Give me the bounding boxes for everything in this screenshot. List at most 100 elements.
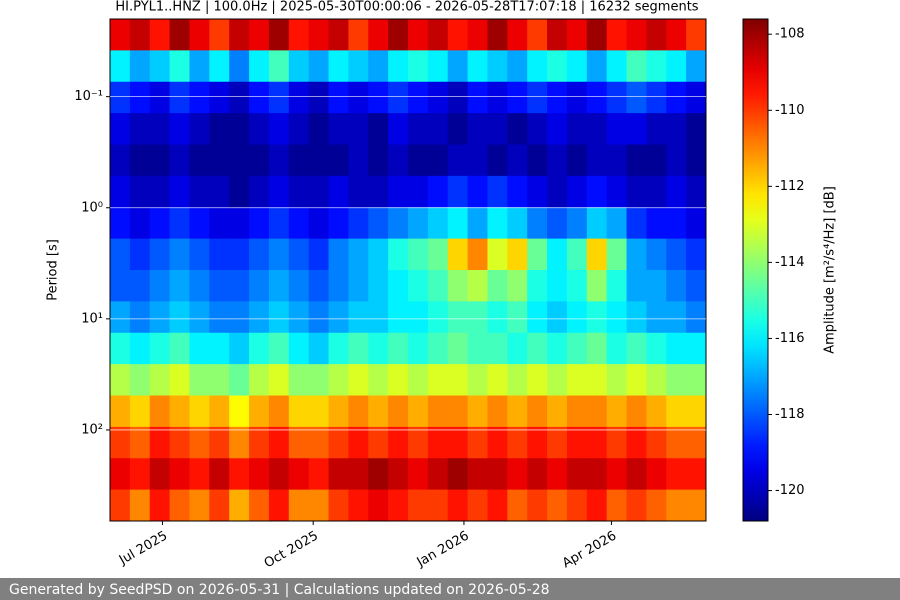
cell [666,489,687,522]
cell [149,332,171,365]
cell [467,113,488,145]
cell [209,175,230,208]
cell [507,301,528,334]
cell [249,113,270,145]
cell [447,332,469,365]
cell [666,426,687,459]
cell [249,458,270,491]
cell [467,81,488,114]
cell [308,50,330,83]
cell [209,489,230,522]
cell [507,238,528,271]
plot-frame [109,18,707,522]
cell [169,19,190,51]
cell [487,458,508,491]
cell [507,395,528,428]
cell [149,270,171,302]
cell [487,19,508,51]
cell [547,270,568,302]
cell [427,426,449,459]
cell [129,144,151,177]
cell [388,364,409,396]
footer-bar [0,578,900,600]
cell [328,270,349,302]
cell [368,50,389,83]
cell [249,207,270,240]
cell [527,81,548,114]
cell [308,426,330,459]
cell [586,364,608,396]
cell [229,50,250,83]
cell [626,81,647,114]
cell [229,81,250,114]
cell [626,458,647,491]
cell [507,364,528,396]
cell [229,19,250,51]
x-tick-label: Oct 2025 [262,529,321,572]
cell [368,175,389,208]
cell [606,238,628,271]
cell [328,238,349,271]
cell [467,458,488,491]
cell [229,238,250,271]
cell [408,144,429,177]
cell [388,113,409,145]
cell [348,144,369,177]
cell [328,175,349,208]
cell [586,426,608,459]
cell [566,238,588,271]
cell [586,207,608,240]
cell [268,458,290,491]
cell [268,175,290,208]
cell [229,332,250,365]
cell [646,489,667,522]
cell [686,270,707,302]
cell [566,301,588,334]
cell [189,81,210,114]
cell [408,301,429,334]
cell [129,19,151,51]
colorbar-label: Amplitude [m²/s⁴/Hz] [dB] [823,186,838,354]
cell [427,113,449,145]
cell [408,175,429,208]
cell [388,426,409,459]
cell [586,332,608,365]
cell [129,364,151,396]
cell [209,238,230,271]
cell [169,207,190,240]
cell [149,19,171,51]
cell [388,489,409,522]
cell [169,364,190,396]
cell [566,458,588,491]
cell [447,238,469,271]
cell [586,270,608,302]
cell [586,395,608,428]
cell [348,207,369,240]
chart-title: HI.PYL1..HNZ | 100.0Hz | 2025-05-30T00:0… [115,0,698,15]
cell [288,458,310,491]
cell [686,426,707,459]
cell [209,332,230,365]
cell [586,81,608,114]
cell [606,144,628,177]
cell [129,270,151,302]
cell [249,426,270,459]
cell [427,301,449,334]
cell [268,19,290,51]
cell [308,19,330,51]
cell [189,207,210,240]
cell [308,364,330,396]
cell [547,489,568,522]
cell [566,426,588,459]
cell [189,175,210,208]
cell [686,395,707,428]
cell [229,426,250,459]
colorbar-tick-label: -120 [775,483,805,498]
cell [308,270,330,302]
x-tick-label: Jul 2025 [116,529,170,569]
cell [388,175,409,208]
cell [189,395,210,428]
cell [547,50,568,83]
cell [288,207,310,240]
cell [348,301,369,334]
